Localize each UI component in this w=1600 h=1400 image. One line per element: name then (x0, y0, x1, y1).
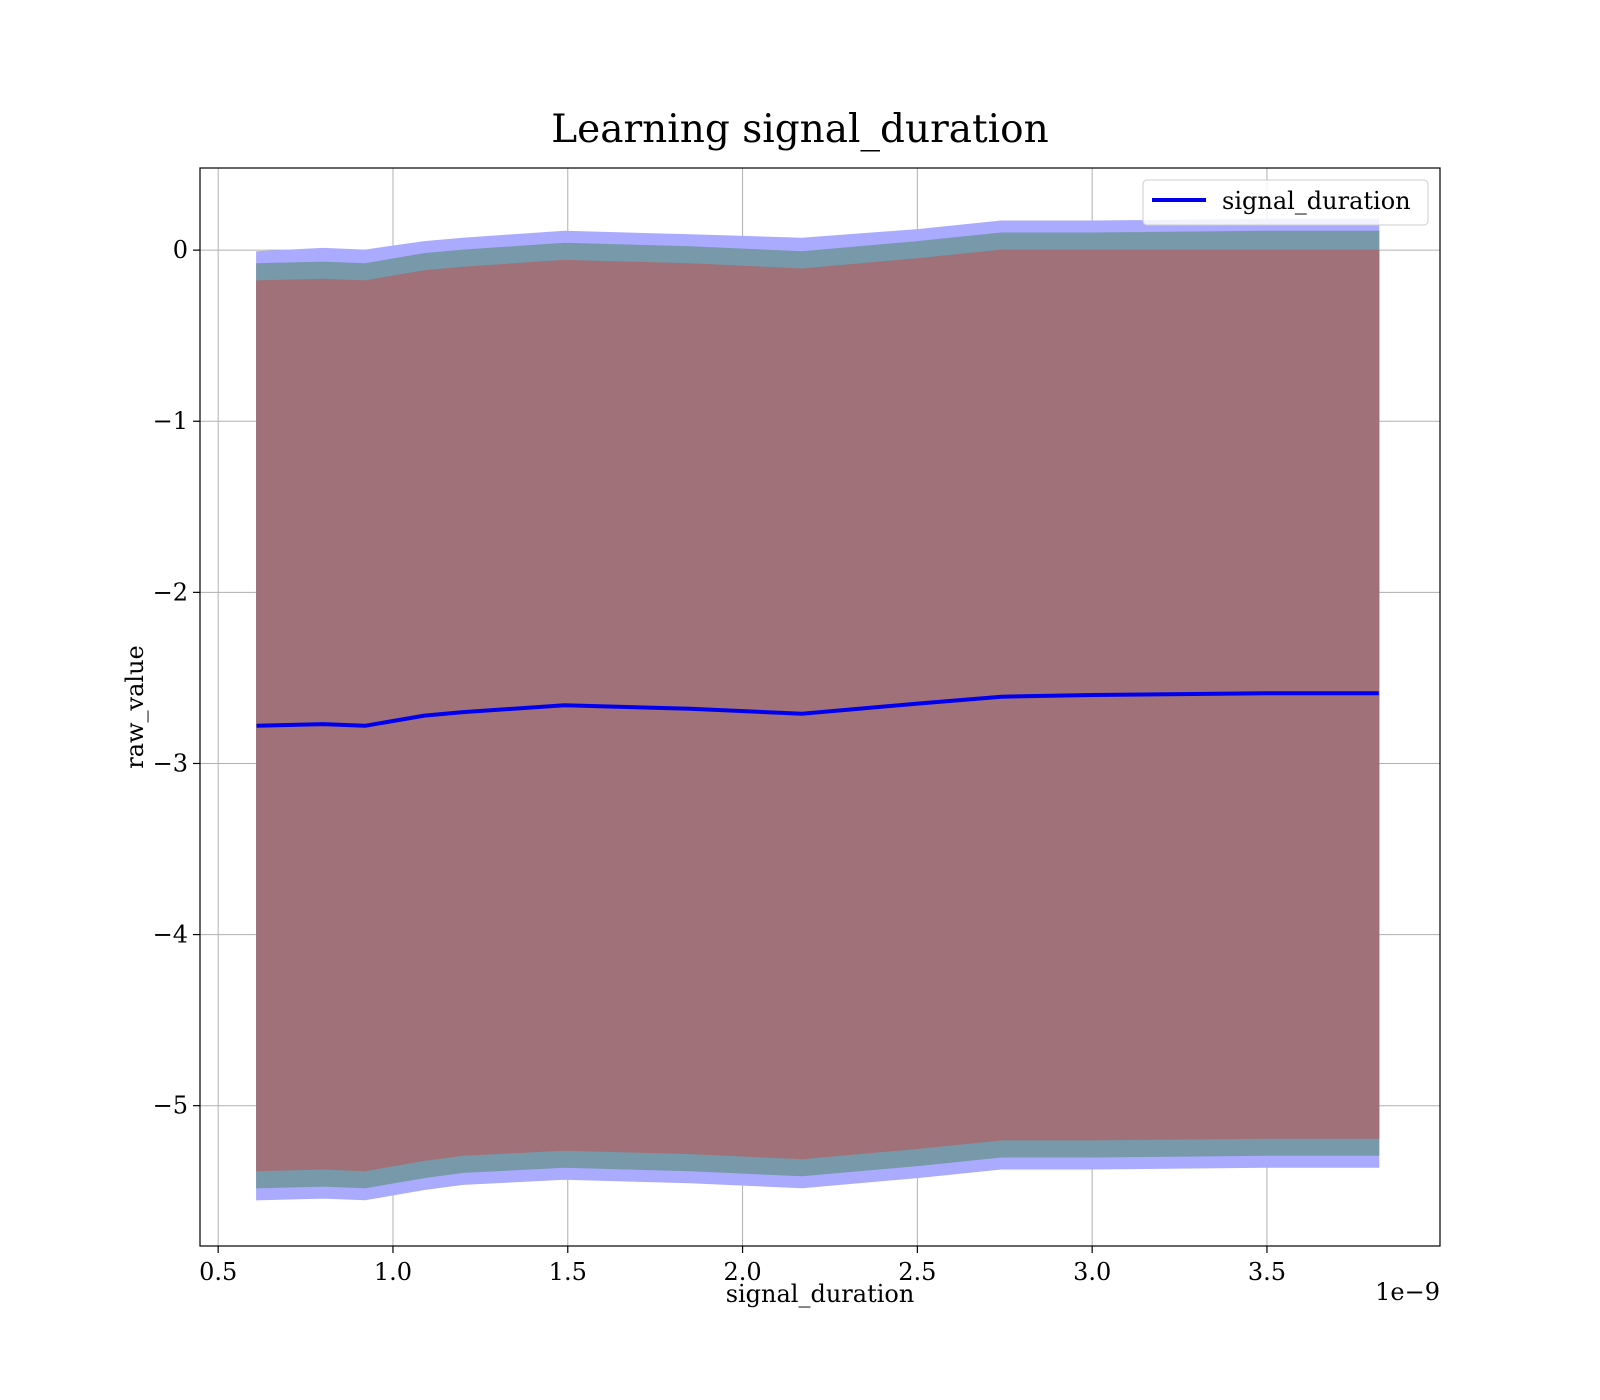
y-tick-label: −5 (153, 1092, 188, 1120)
series-line-0 (256, 691, 1379, 728)
line-layer (256, 691, 1379, 728)
x-tick-label: 3.0 (1073, 1258, 1111, 1286)
y-axis-label: raw_value (121, 645, 149, 769)
x-tick-label: 1.0 (374, 1258, 412, 1286)
y-tick-label: −3 (153, 749, 188, 777)
x-axis-offset-label: 1e−9 (1375, 1278, 1440, 1306)
chart-title: Learning signal_duration (551, 107, 1048, 152)
y-tick-label: −2 (153, 578, 188, 606)
y-tick-label: −1 (153, 407, 188, 435)
x-tick-label: 0.5 (199, 1258, 237, 1286)
x-tick-label: 2.5 (898, 1258, 936, 1286)
x-tick-label: 3.5 (1248, 1258, 1286, 1286)
x-axis-label: signal_duration (726, 1280, 915, 1308)
y-tick-label: 0 (173, 236, 188, 264)
confidence-band-2 (256, 249, 1380, 1172)
legend-label-signal-duration: signal_duration (1222, 187, 1411, 215)
legend: signal_duration (1142, 179, 1429, 226)
x-tick-label: 2.0 (723, 1258, 761, 1286)
legend-box (1142, 179, 1429, 226)
tick-layer: 0.5 1.0 1.5 2.0 2.5 3.0 3.5 0 −1 −2 −3 −4 −5 (153, 236, 1286, 1286)
band-layer (256, 218, 1380, 1201)
plot-frame (199, 167, 1441, 1247)
y-tick-label: −4 (153, 921, 188, 949)
x-tick-label: 1.5 (549, 1258, 587, 1286)
